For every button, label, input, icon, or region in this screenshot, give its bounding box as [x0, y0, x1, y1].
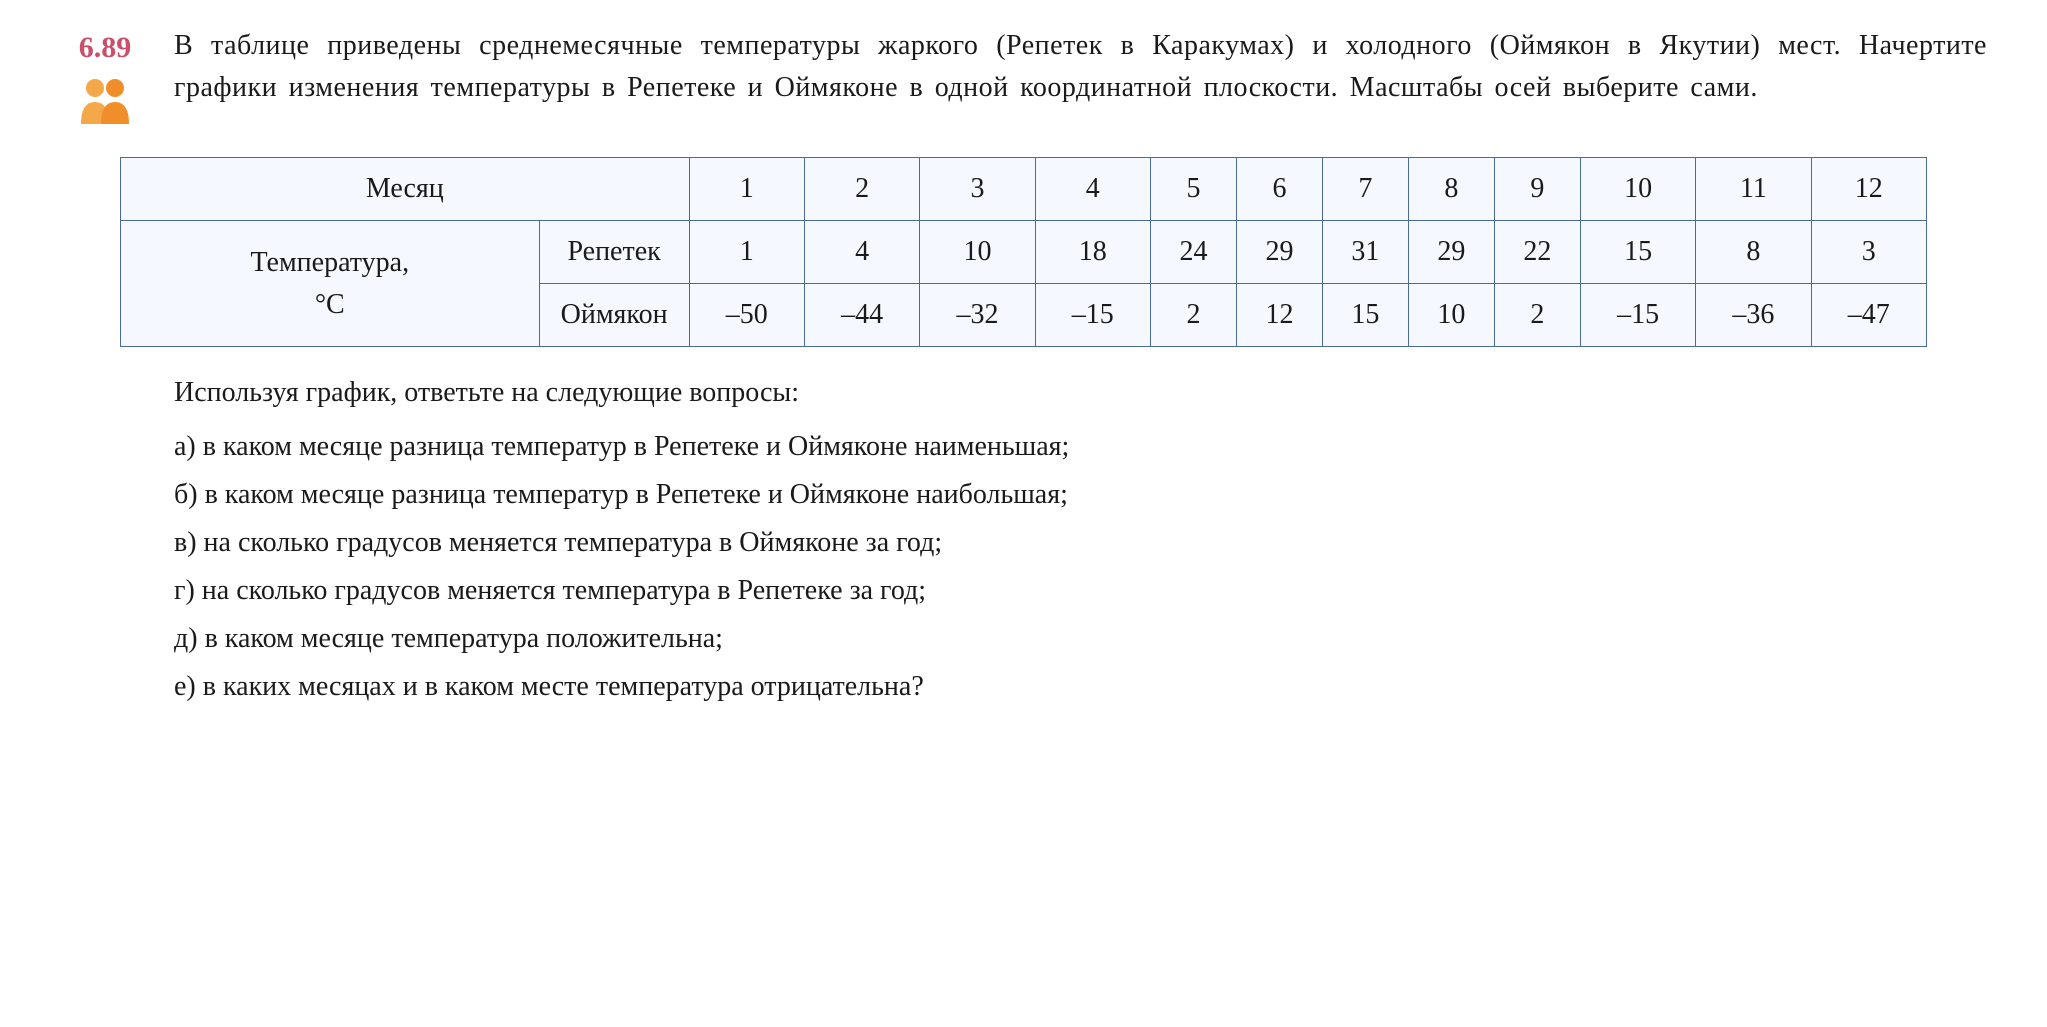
exercise-number: 6.89: [79, 25, 132, 70]
month-cell: 6: [1236, 158, 1322, 221]
temperature-table-wrapper: Месяц 1 2 3 4 5 6 7 8 9 10 11 12 Темпера…: [120, 157, 1927, 347]
temperature-label: Температура, °C: [121, 221, 540, 347]
month-cell: 3: [920, 158, 1035, 221]
data-cell: 24: [1150, 221, 1236, 284]
month-cell: 5: [1150, 158, 1236, 221]
table-row: Месяц 1 2 3 4 5 6 7 8 9 10 11 12: [121, 158, 1927, 221]
problem-statement: В таблице приведены среднемесячные темпе…: [174, 25, 1987, 109]
month-cell: 12: [1811, 158, 1926, 221]
question-f: е) в каких месяцах и в каком месте темпе…: [174, 666, 1987, 708]
month-cell: 10: [1580, 158, 1695, 221]
data-cell: 10: [920, 221, 1035, 284]
data-cell: 15: [1580, 221, 1695, 284]
questions-intro: Используя график, ответьте на следующие …: [174, 372, 1987, 414]
data-cell: 29: [1408, 221, 1494, 284]
data-cell: 3: [1811, 221, 1926, 284]
data-cell: –32: [920, 284, 1035, 347]
data-cell: 29: [1236, 221, 1322, 284]
data-cell: 4: [804, 221, 919, 284]
month-header: Месяц: [121, 158, 690, 221]
data-cell: –15: [1580, 284, 1695, 347]
questions-block: Используя график, ответьте на следующие …: [174, 372, 1987, 708]
question-e: д) в каком месяце температура положитель…: [174, 618, 1987, 660]
month-cell: 1: [689, 158, 804, 221]
month-cell: 9: [1494, 158, 1580, 221]
people-pair-icon: [75, 74, 135, 137]
question-a: а) в каком месяце разница температур в Р…: [174, 426, 1987, 468]
month-cell: 8: [1408, 158, 1494, 221]
data-cell: 8: [1696, 221, 1811, 284]
month-cell: 4: [1035, 158, 1150, 221]
data-cell: 10: [1408, 284, 1494, 347]
month-cell: 11: [1696, 158, 1811, 221]
exercise-header: 6.89 В таблице приведены среднемесячные …: [60, 25, 1987, 137]
temperature-label-line1: Температура,: [141, 242, 519, 284]
data-cell: 1: [689, 221, 804, 284]
month-cell: 7: [1322, 158, 1408, 221]
data-cell: –36: [1696, 284, 1811, 347]
data-cell: 2: [1494, 284, 1580, 347]
data-cell: 18: [1035, 221, 1150, 284]
month-cell: 2: [804, 158, 919, 221]
question-c: в) на сколько градусов меняется температ…: [174, 522, 1987, 564]
question-d: г) на сколько градусов меняется температ…: [174, 570, 1987, 612]
data-cell: –44: [804, 284, 919, 347]
data-cell: 15: [1322, 284, 1408, 347]
data-cell: 31: [1322, 221, 1408, 284]
data-cell: –15: [1035, 284, 1150, 347]
question-b: б) в каком месяце разница температур в Р…: [174, 474, 1987, 516]
exercise-number-block: 6.89: [60, 25, 150, 137]
place-repetek: Репетек: [539, 221, 689, 284]
data-cell: 2: [1150, 284, 1236, 347]
temperature-table: Месяц 1 2 3 4 5 6 7 8 9 10 11 12 Темпера…: [120, 157, 1927, 347]
data-cell: –50: [689, 284, 804, 347]
data-cell: –47: [1811, 284, 1926, 347]
table-row: Температура, °C Репетек 1 4 10 18 24 29 …: [121, 221, 1927, 284]
data-cell: 22: [1494, 221, 1580, 284]
temperature-label-line2: °C: [141, 284, 519, 326]
data-cell: 12: [1236, 284, 1322, 347]
place-oymyakon: Оймякон: [539, 284, 689, 347]
